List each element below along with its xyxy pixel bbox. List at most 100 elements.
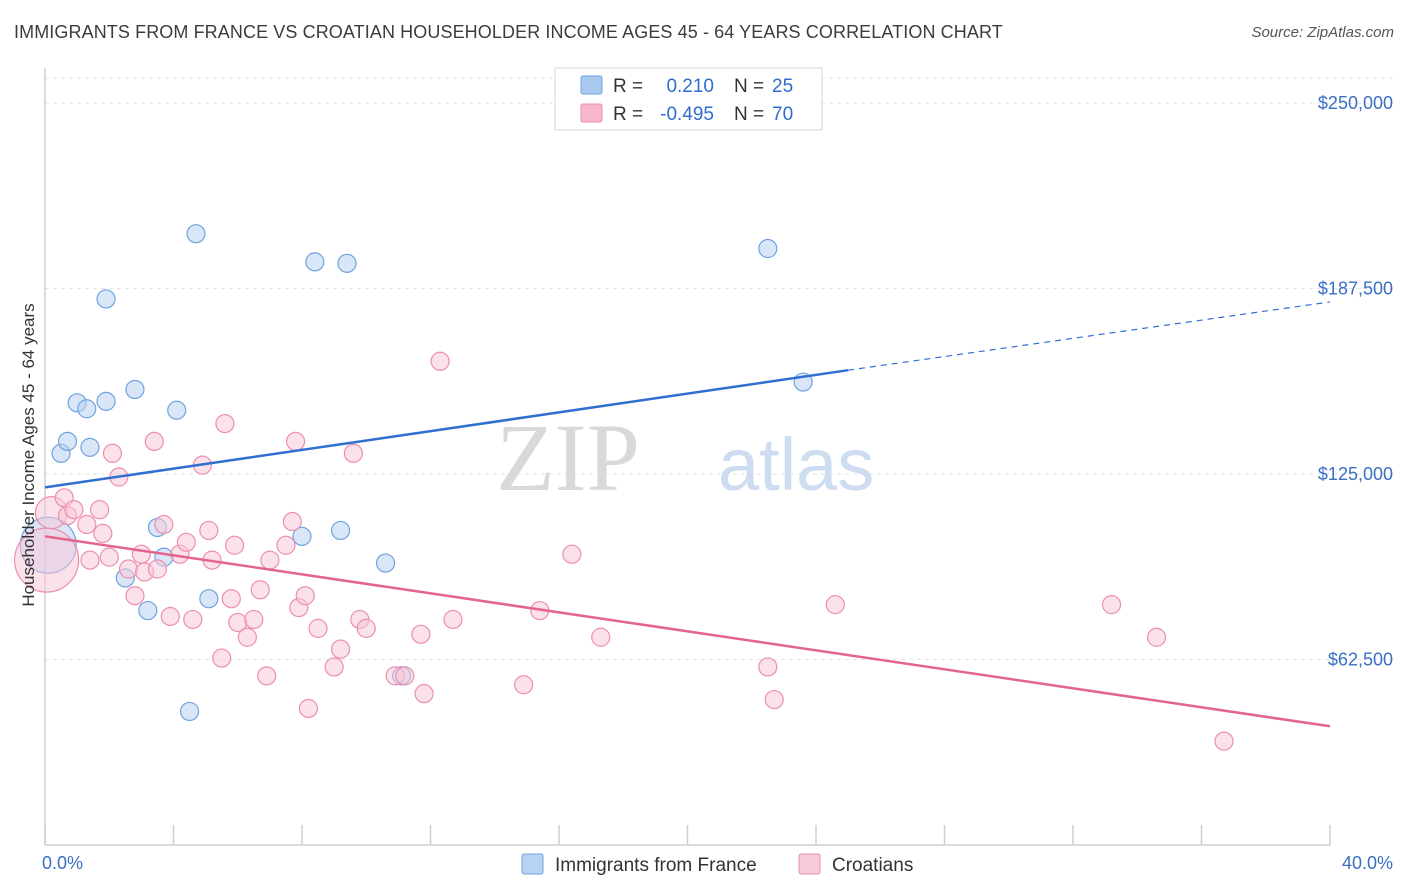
y-tick-labels: $62,500 $125,000 $187,500 $250,000 [1318, 93, 1393, 669]
data-point-france [330, 520, 351, 541]
data-point-croatians [90, 500, 110, 520]
data-point-croatians [176, 532, 196, 552]
data-point-croatians [1101, 595, 1122, 615]
bottom-legend: Immigrants from France Croatians [521, 853, 913, 876]
data-point-croatians [144, 431, 164, 452]
data-point-france [77, 399, 97, 419]
legend-swatch-france [580, 75, 603, 95]
legend-r-label: R = [613, 104, 643, 125]
data-point-croatians [221, 589, 241, 609]
data-point-france [179, 701, 200, 722]
bottom-legend-label-croatians: Croatians [832, 855, 913, 876]
data-point-france [337, 253, 357, 273]
data-point-croatians [443, 609, 463, 630]
data-point-croatians [1214, 731, 1234, 751]
data-point-croatians [64, 500, 84, 520]
data-point-france [96, 391, 116, 411]
data-point-croatians [215, 413, 235, 434]
data-point-croatians [250, 580, 270, 600]
data-point-croatians [183, 609, 203, 630]
legend-n-label: N = [734, 104, 764, 125]
data-point-croatians [257, 666, 277, 686]
data-point-croatians [411, 624, 431, 644]
watermark-atlas: atlas [718, 423, 874, 506]
data-point-croatians [1146, 627, 1167, 647]
data-point-croatians [118, 559, 139, 579]
data-point-france [758, 238, 778, 259]
data-point-croatians [147, 559, 168, 579]
x-tick-labels: 0.0% 40.0% [42, 853, 1393, 873]
gridlines [45, 77, 1395, 661]
trend-lines [44, 301, 1331, 728]
data-point-france [305, 252, 325, 272]
data-point-croatians [276, 535, 296, 555]
watermark: ZIP atlas [496, 404, 874, 511]
data-point-croatians [102, 443, 123, 463]
data-point-croatians [430, 351, 450, 371]
data-point-croatians [395, 666, 415, 686]
legend-n-value-france: 25 [772, 76, 793, 97]
data-point-croatians [758, 657, 778, 677]
data-point-france [96, 289, 116, 309]
data-point-croatians [295, 586, 315, 606]
data-point-croatians [237, 627, 257, 647]
chart-title: IMMIGRANTS FROM FRANCE VS CROATIAN HOUSE… [14, 22, 1003, 42]
x-tick-label: 40.0% [1342, 853, 1393, 873]
y-tick-label: $125,000 [1318, 464, 1393, 484]
data-point-croatians [591, 627, 611, 647]
legend-r-value-croatians: -0.495 [660, 104, 714, 125]
axes [44, 68, 1331, 846]
data-point-croatians [99, 547, 119, 567]
bottom-legend-label-france: Immigrants from France [555, 855, 757, 876]
legend: R = 0.210 N = 25 R = -0.495 N = 70 [554, 67, 823, 131]
trend-line-france-extension [848, 301, 1331, 371]
data-point-france [292, 526, 312, 546]
data-point-croatians [160, 606, 180, 627]
legend-r-label: R = [613, 76, 643, 97]
data-point-france [167, 400, 187, 420]
data-point-croatians [308, 618, 328, 638]
y-tick-label: $62,500 [1328, 650, 1393, 670]
data-point-france [186, 224, 206, 244]
legend-swatch-croatians [580, 103, 603, 123]
bottom-legend-swatch-france [521, 853, 544, 875]
source-credit: Source: ZipAtlas.com [1251, 24, 1394, 41]
data-point-croatians [343, 443, 363, 463]
data-point-croatians [244, 609, 264, 630]
watermark-zip: ZIP [496, 404, 640, 511]
x-tick-label: 0.0% [42, 853, 83, 873]
data-point-croatians [125, 586, 145, 606]
data-point-france [138, 600, 158, 621]
data-point-france [57, 431, 78, 452]
data-point-croatians [562, 544, 582, 564]
legend-n-label: N = [734, 76, 764, 97]
data-point-croatians [764, 689, 784, 710]
data-point-france [125, 379, 145, 400]
data-point-croatians [260, 550, 280, 570]
data-point-croatians [199, 520, 219, 541]
data-point-croatians [93, 523, 113, 544]
y-axis-label: Householder Income Ages 45 - 64 years [19, 303, 38, 606]
data-points [14, 224, 1234, 751]
data-point-croatians [356, 618, 376, 638]
data-point-croatians [77, 514, 97, 535]
data-point-france [375, 553, 396, 573]
data-point-croatians [282, 511, 302, 532]
bottom-legend-swatch-croatians [798, 853, 821, 875]
y-tick-label: $187,500 [1318, 279, 1393, 299]
data-point-france [80, 437, 100, 457]
y-tick-label: $250,000 [1318, 93, 1393, 113]
data-point-croatians [224, 535, 245, 555]
data-point-croatians [825, 595, 845, 615]
legend-n-value-croatians: 70 [772, 104, 793, 125]
data-point-croatians [330, 639, 351, 659]
data-point-croatians [131, 544, 151, 564]
data-point-croatians [324, 657, 344, 677]
trend-line-france [44, 368, 849, 489]
data-point-france [199, 589, 219, 609]
data-point-croatians [80, 550, 100, 570]
data-point-croatians [298, 698, 319, 719]
data-point-croatians [414, 684, 434, 704]
legend-r-value-france: 0.210 [666, 76, 714, 97]
data-point-croatians [154, 514, 174, 535]
